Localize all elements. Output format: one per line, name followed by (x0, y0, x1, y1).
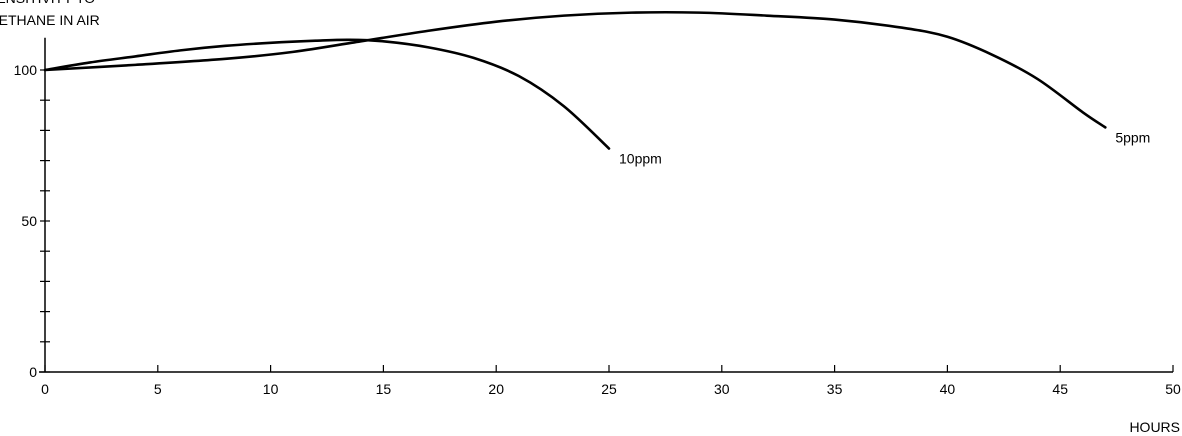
series-layer: 10ppm 5ppm (43, 10, 1150, 167)
y-axis-ticks: 0 50 100 (14, 62, 50, 380)
x-tick-label: 35 (827, 381, 843, 397)
y-tick-label: 50 (21, 213, 37, 229)
series-label-10ppm: 10ppm (619, 151, 662, 167)
series-line-5ppm (43, 10, 1107, 129)
x-tick-label: 15 (376, 381, 392, 397)
x-tick-label: 40 (940, 381, 956, 397)
x-tick-label: 20 (488, 381, 504, 397)
y-tick-label: 0 (29, 364, 37, 380)
x-axis-ticks: 0 5 10 15 20 25 30 35 40 45 50 (41, 365, 1181, 397)
x-tick-label: 30 (714, 381, 730, 397)
x-tick-label: 10 (263, 381, 279, 397)
x-tick-label: 45 (1052, 381, 1068, 397)
x-tick-label: 0 (41, 381, 49, 397)
y-tick-label: 100 (14, 62, 38, 78)
x-tick-label: 5 (154, 381, 162, 397)
y-axis-label-line-2: METHANE IN AIR (0, 12, 100, 28)
x-axis-label: HOURS (1129, 419, 1180, 435)
y-axis-label-line-1: SENSITIVITY TO (0, 0, 95, 6)
x-tick-label: 50 (1165, 381, 1181, 397)
series-label-5ppm: 5ppm (1115, 129, 1150, 145)
y-axis-label: SENSITIVITY TO METHANE IN AIR (0, 0, 100, 28)
x-tick-label: 25 (601, 381, 617, 397)
series-line-10ppm (43, 38, 611, 150)
